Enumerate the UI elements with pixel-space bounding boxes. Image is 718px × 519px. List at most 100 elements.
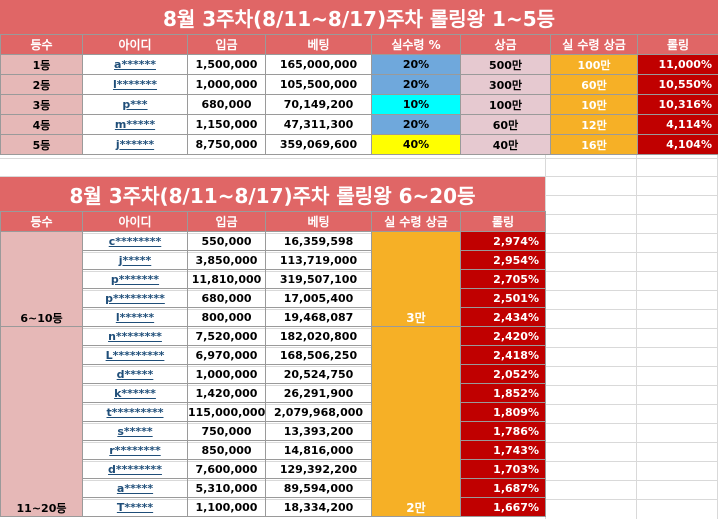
bet-cell: 89,594,000 xyxy=(265,478,372,498)
header-prize: 상금 xyxy=(460,34,551,55)
group-prize-cell: 3만 xyxy=(371,231,461,327)
table-row: a***** 5,310,000 89,594,000 1,687% xyxy=(1,478,546,498)
user-id-link[interactable]: p*** xyxy=(82,94,188,115)
rank-cell: 1등 xyxy=(0,54,83,75)
deposit-cell: 6,970,000 xyxy=(187,345,266,365)
user-id-link[interactable]: s***** xyxy=(82,421,188,441)
user-id-link[interactable]: l******* xyxy=(82,74,188,95)
net-percent-cell: 20% xyxy=(371,54,461,75)
net-prize-cell: 100만 xyxy=(550,54,638,75)
user-id-link[interactable]: j***** xyxy=(82,250,188,270)
top5-rolling-table: 등수 아이디 입금 베팅 실수령 % 상금 실 수령 상금 롤링 1등 a***… xyxy=(0,34,718,155)
net-prize-cell: 10만 xyxy=(550,94,638,115)
table-row: 2등 l******* 1,000,000 105,500,000 20% 30… xyxy=(0,74,718,95)
top-ranking-title: 8월 3주차(8/11~8/17)주차 롤링왕 1~5등 xyxy=(0,0,718,34)
rolling-cell: 1,786% xyxy=(460,421,546,441)
user-id-link[interactable]: n******** xyxy=(82,326,188,346)
rank-cell: 5등 xyxy=(0,134,83,155)
header-rolling: 롤링 xyxy=(460,211,546,232)
table-row: d******** 7,600,000 129,392,200 1,703% xyxy=(1,459,546,479)
header-net-prize: 실 수령 상금 xyxy=(371,211,461,232)
header-deposit: 입금 xyxy=(187,34,266,55)
table-row: 11~20등 n******** 7,520,000 182,020,800 2만 2,4… xyxy=(0,326,546,517)
user-id-link[interactable]: j****** xyxy=(82,134,188,155)
deposit-cell: 115,000,000 xyxy=(187,402,266,422)
bottom-ranking-title: 8월 3주차(8/11~8/17)주차 롤링왕 6~20등 xyxy=(0,177,545,211)
table-row: j***** 3,850,000 113,719,000 2,954% xyxy=(1,250,546,270)
rolling-cell: 1,687% xyxy=(460,478,546,498)
table-row: 6~10등 c******** 550,000 16,359,598 3만 2,974% xyxy=(0,231,546,327)
header-id: 아이디 xyxy=(82,34,188,55)
table-row: 4등 m***** 1,150,000 47,311,300 20% 60만 1… xyxy=(0,114,718,135)
table-row: 5등 j****** 8,750,000 359,069,600 40% 40만… xyxy=(0,134,718,155)
user-id-link[interactable]: m***** xyxy=(82,114,188,135)
table-row: 3등 p*** 680,000 70,149,200 10% 100만 10만 … xyxy=(0,94,718,115)
deposit-cell: 1,420,000 xyxy=(187,383,266,403)
rolling-cell: 2,954% xyxy=(460,250,546,270)
bet-cell: 182,020,800 xyxy=(265,326,372,346)
bet-cell: 105,500,000 xyxy=(265,74,372,95)
bet-cell: 26,291,900 xyxy=(265,383,372,403)
bet-cell: 113,719,000 xyxy=(265,250,372,270)
prize-cell: 500만 xyxy=(460,54,551,75)
user-id-link[interactable]: k****** xyxy=(82,383,188,403)
bet-cell: 168,506,250 xyxy=(265,345,372,365)
rolling-cell: 10,316% xyxy=(637,94,718,115)
deposit-cell: 1,000,000 xyxy=(187,364,266,384)
user-id-link[interactable]: d******** xyxy=(82,459,188,479)
net-percent-cell: 10% xyxy=(371,94,461,115)
rolling-cell: 2,434% xyxy=(460,307,546,327)
bet-cell: 14,816,000 xyxy=(265,440,372,460)
user-id-link[interactable]: l****** xyxy=(82,307,188,327)
rolling-cell: 1,667% xyxy=(460,497,546,517)
user-id-link[interactable]: a***** xyxy=(82,478,188,498)
bet-cell: 319,507,100 xyxy=(265,269,372,289)
user-id-link[interactable]: L********* xyxy=(82,345,188,365)
rank6-20-rolling-table: 등수 아이디 입금 베팅 실 수령 상금 롤링 6~10등 c******** 55… xyxy=(0,211,546,517)
rolling-cell: 2,418% xyxy=(460,345,546,365)
net-percent-cell: 20% xyxy=(371,74,461,95)
bet-cell: 17,005,400 xyxy=(265,288,372,308)
rolling-cell: 4,104% xyxy=(637,134,718,155)
table-row: l****** 800,000 19,468,087 2,434% xyxy=(1,307,546,327)
rolling-cell: 11,000% xyxy=(637,54,718,75)
header-rank: 등수 xyxy=(0,34,83,55)
rolling-cell: 1,703% xyxy=(460,459,546,479)
bottom-table-header-row: 등수 아이디 입금 베팅 실 수령 상금 롤링 xyxy=(0,211,546,232)
rolling-cell: 2,705% xyxy=(460,269,546,289)
rolling-cell: 4,114% xyxy=(637,114,718,135)
rolling-cell: 10,550% xyxy=(637,74,718,95)
user-id-link[interactable]: c******** xyxy=(82,231,188,251)
grid-line xyxy=(545,0,546,519)
bet-cell: 165,000,000 xyxy=(265,54,372,75)
user-id-link[interactable]: a****** xyxy=(82,54,188,75)
rank-cell: 4등 xyxy=(0,114,83,135)
table-row: d***** 1,000,000 20,524,750 2,052% xyxy=(1,364,546,384)
deposit-cell: 1,500,000 xyxy=(187,54,266,75)
rolling-cell: 2,052% xyxy=(460,364,546,384)
rolling-cell: 2,501% xyxy=(460,288,546,308)
header-id: 아이디 xyxy=(82,211,188,232)
user-id-link[interactable]: r******** xyxy=(82,440,188,460)
rolling-cell: 1,809% xyxy=(460,402,546,422)
user-id-link[interactable]: t********* xyxy=(82,402,188,422)
rolling-cell: 1,743% xyxy=(460,440,546,460)
group-prize-cell: 2만 xyxy=(371,326,461,517)
user-id-link[interactable]: T***** xyxy=(82,497,188,517)
top-table-header-row: 등수 아이디 입금 베팅 실수령 % 상금 실 수령 상금 롤링 xyxy=(0,34,718,55)
rank-cell: 3등 xyxy=(0,94,83,115)
bet-cell: 20,524,750 xyxy=(265,364,372,384)
rolling-cell: 1,852% xyxy=(460,383,546,403)
deposit-cell: 1,100,000 xyxy=(187,497,266,517)
deposit-cell: 550,000 xyxy=(187,231,266,251)
user-id-link[interactable]: p******* xyxy=(82,269,188,289)
deposit-cell: 800,000 xyxy=(187,307,266,327)
user-id-link[interactable]: p********* xyxy=(82,288,188,308)
net-percent-cell: 40% xyxy=(371,134,461,155)
user-id-link[interactable]: d***** xyxy=(82,364,188,384)
table-row: p********* 680,000 17,005,400 2,501% xyxy=(1,288,546,308)
bet-cell: 129,392,200 xyxy=(265,459,372,479)
rank-group-cell: 11~20등 xyxy=(0,326,83,517)
grid-line xyxy=(0,176,718,177)
